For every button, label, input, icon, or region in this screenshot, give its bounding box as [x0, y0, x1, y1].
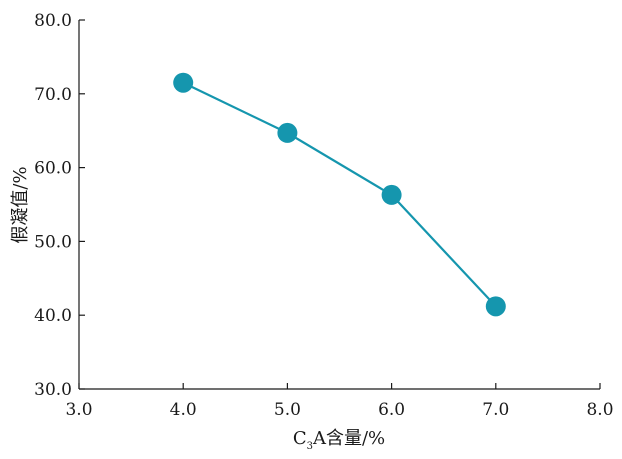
plot-area	[78, 20, 600, 390]
data-point	[485, 296, 506, 317]
x-axis-title-subscript: 3	[307, 441, 313, 452]
data-point	[277, 122, 298, 143]
x-tick-label: 8.0	[586, 400, 613, 420]
y-tick-label: 30.0	[34, 380, 72, 400]
data-point	[381, 184, 402, 205]
y-tick-label: 50.0	[34, 232, 72, 252]
y-tick-label: 40.0	[34, 306, 72, 326]
x-axis-title-rest: A含量/%	[312, 428, 385, 449]
x-axis-title-c: C	[293, 428, 307, 449]
x-tick-label: 4.0	[170, 400, 197, 420]
x-tick-label: 7.0	[482, 400, 509, 420]
x-tick-label: 6.0	[378, 400, 405, 420]
x-tick-label: 3.0	[65, 400, 92, 420]
x-axis-ticks: 3.0 4.0 5.0 6.0 7.0 8.0	[65, 383, 614, 420]
data-point	[173, 72, 194, 93]
y-tick-label: 80.0	[34, 11, 72, 31]
y-axis-ticks: 30.0 40.0 50.0 60.0 70.0 80.0	[34, 11, 85, 400]
y-tick-label: 60.0	[34, 159, 72, 179]
x-axis-title: C3A含量/%	[293, 428, 385, 452]
y-axis-title: 假凝值/%	[10, 166, 31, 243]
series-layer	[173, 72, 506, 317]
x-tick-label: 5.0	[274, 400, 301, 420]
y-tick-label: 70.0	[34, 85, 72, 105]
series-line	[182, 81, 497, 308]
